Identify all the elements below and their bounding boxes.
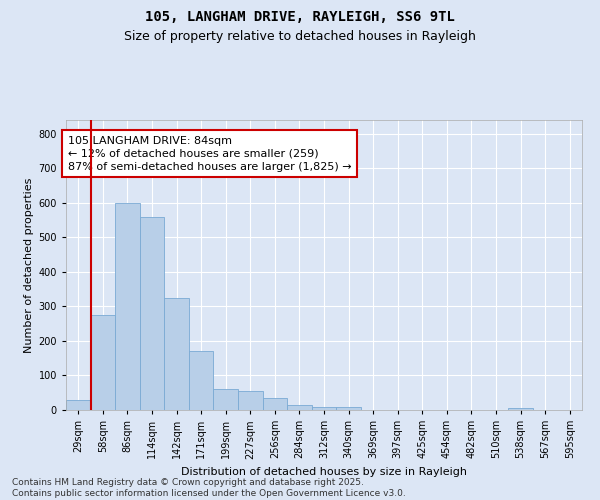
Bar — [214, 390, 238, 410]
Bar — [66, 400, 91, 410]
Bar — [508, 408, 533, 410]
Bar — [238, 391, 263, 410]
Bar — [287, 405, 312, 410]
Bar — [164, 298, 189, 410]
Bar — [312, 406, 336, 410]
Text: Size of property relative to detached houses in Rayleigh: Size of property relative to detached ho… — [124, 30, 476, 43]
Text: 105 LANGHAM DRIVE: 84sqm
← 12% of detached houses are smaller (259)
87% of semi-: 105 LANGHAM DRIVE: 84sqm ← 12% of detach… — [68, 136, 352, 172]
X-axis label: Distribution of detached houses by size in Rayleigh: Distribution of detached houses by size … — [181, 467, 467, 477]
Text: Contains HM Land Registry data © Crown copyright and database right 2025.
Contai: Contains HM Land Registry data © Crown c… — [12, 478, 406, 498]
Bar — [189, 352, 214, 410]
Y-axis label: Number of detached properties: Number of detached properties — [25, 178, 34, 352]
Bar — [91, 315, 115, 410]
Bar — [336, 406, 361, 410]
Bar — [263, 398, 287, 410]
Bar — [115, 203, 140, 410]
Text: 105, LANGHAM DRIVE, RAYLEIGH, SS6 9TL: 105, LANGHAM DRIVE, RAYLEIGH, SS6 9TL — [145, 10, 455, 24]
Bar — [140, 216, 164, 410]
